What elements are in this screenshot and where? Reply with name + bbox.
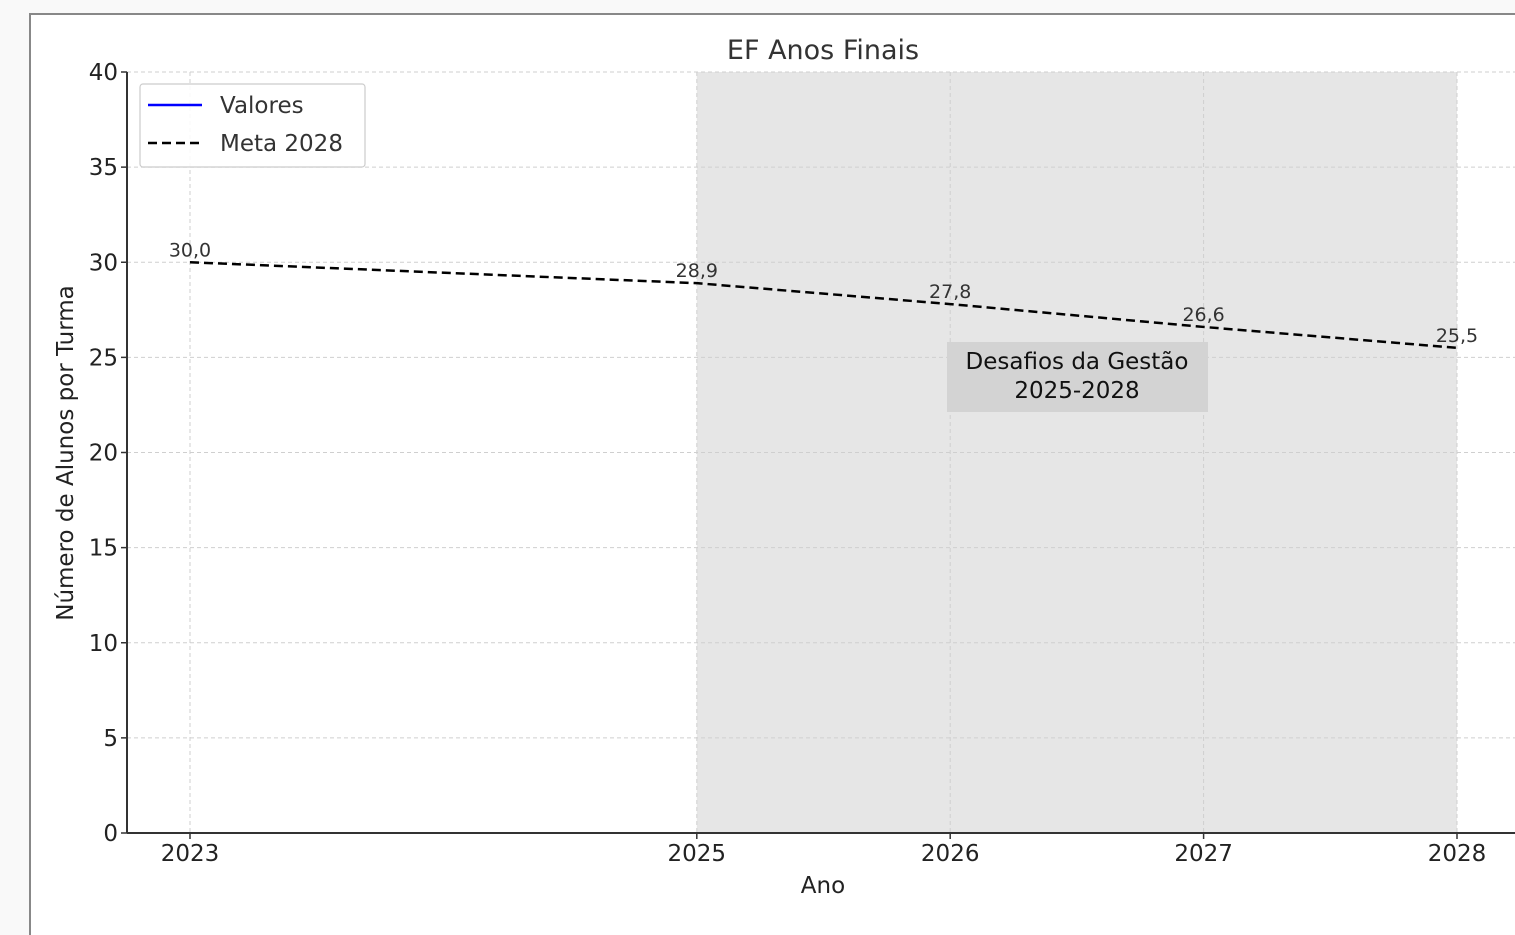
y-tick-label-0: 0 — [103, 821, 118, 847]
data-label-2: 27,8 — [929, 281, 971, 303]
legend: Valores Meta 2028 — [139, 83, 366, 168]
data-label-1: 28,9 — [676, 260, 718, 282]
series-line-1 — [189, 261, 1458, 350]
x-tick-label-0: 2023 — [161, 841, 220, 867]
shaded-region — [696, 72, 1457, 833]
y-tick-label-8: 40 — [89, 60, 118, 86]
series-layer — [189, 261, 1458, 350]
shaded-region-layer — [696, 72, 1457, 833]
x-axis-label: Ano — [801, 873, 845, 899]
x-tick-label-3: 2027 — [1174, 841, 1233, 867]
legend-label-valores: Valores — [220, 93, 304, 119]
grid-layer — [127, 71, 1515, 833]
chart-title: EF Anos Finais — [727, 35, 919, 66]
x-tick-label-1: 2025 — [668, 841, 727, 867]
x-tick-label-2: 2026 — [921, 841, 980, 867]
data-label-3: 26,6 — [1182, 304, 1224, 326]
band-annotation-line1: Desafios da Gestão — [966, 349, 1189, 375]
band-annotation: Desafios da Gestão 2025-2028 — [947, 342, 1208, 412]
legend-label-meta: Meta 2028 — [220, 131, 343, 157]
y-tick-label-3: 15 — [89, 536, 118, 562]
y-tick-label-7: 35 — [89, 155, 118, 181]
band-annotation-box — [947, 342, 1208, 412]
y-tick-label-1: 5 — [103, 726, 118, 752]
band-annotation-line2: 2025-2028 — [1014, 378, 1139, 404]
y-tick-label-5: 25 — [89, 345, 118, 371]
data-label-0: 30,0 — [169, 239, 211, 261]
y-tick-label-2: 10 — [89, 631, 118, 657]
data-label-4: 25,5 — [1436, 325, 1478, 347]
y-axis-label: Número de Alunos por Turma — [53, 285, 79, 621]
data-labels-layer: 30,0 28,9 27,8 26,6 25,5 — [169, 239, 1478, 347]
y-tick-label-6: 30 — [89, 250, 118, 276]
x-tick-label-4: 2028 — [1428, 841, 1487, 867]
y-tick-label-4: 20 — [89, 441, 118, 467]
